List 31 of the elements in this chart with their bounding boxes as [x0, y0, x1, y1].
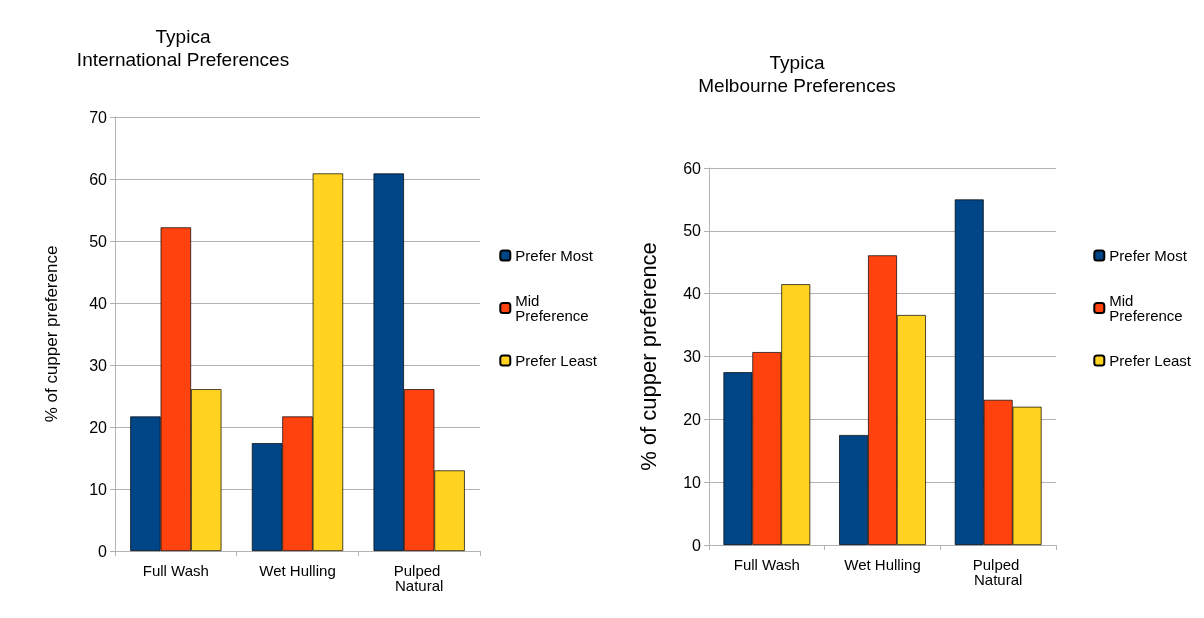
x-tick-label: Full Wash	[142, 562, 209, 579]
x-tick-label: Pulped Natural	[393, 562, 445, 594]
chart-title: Typica International Preferences	[76, 26, 290, 70]
legend-label: Prefer Most	[515, 247, 594, 264]
y-tick-label: 70	[89, 108, 108, 126]
y-tick-label: 0	[98, 542, 108, 560]
x-tick-label: Wet Hulling	[259, 562, 336, 579]
legend-label: Prefer Least	[1109, 352, 1192, 369]
y-tick-label: 50	[89, 232, 108, 250]
legend-label: Prefer Least	[515, 352, 598, 369]
legend-label: Mid Preference	[1109, 292, 1183, 324]
y-tick-label: 20	[89, 418, 108, 436]
x-tick-label: Full Wash	[733, 556, 800, 573]
y-tick-label: 10	[89, 480, 108, 498]
y-tick-label: 40	[89, 294, 108, 312]
chart-title: Typica Melbourne Preferences	[698, 52, 896, 96]
y-tick-label: 30	[89, 356, 108, 374]
y-tick-label: 40	[683, 285, 702, 303]
y-tick-label: 10	[683, 473, 702, 491]
y-tick-label: 50	[683, 222, 702, 240]
y-axis-title: % of cupper preference	[42, 245, 61, 423]
x-tick-label: Wet Hulling	[844, 556, 921, 573]
y-tick-label: 0	[692, 536, 702, 554]
legend-label: Mid Preference	[515, 292, 589, 324]
x-tick-label: Pulped Natural	[972, 556, 1024, 588]
y-tick-label: 60	[683, 159, 702, 177]
y-tick-label: 60	[89, 170, 108, 188]
y-tick-label: 20	[683, 410, 702, 428]
legend-label: Prefer Most	[1109, 247, 1188, 264]
y-axis-title: % of cupper preference	[635, 242, 661, 471]
y-tick-label: 30	[683, 348, 702, 365]
